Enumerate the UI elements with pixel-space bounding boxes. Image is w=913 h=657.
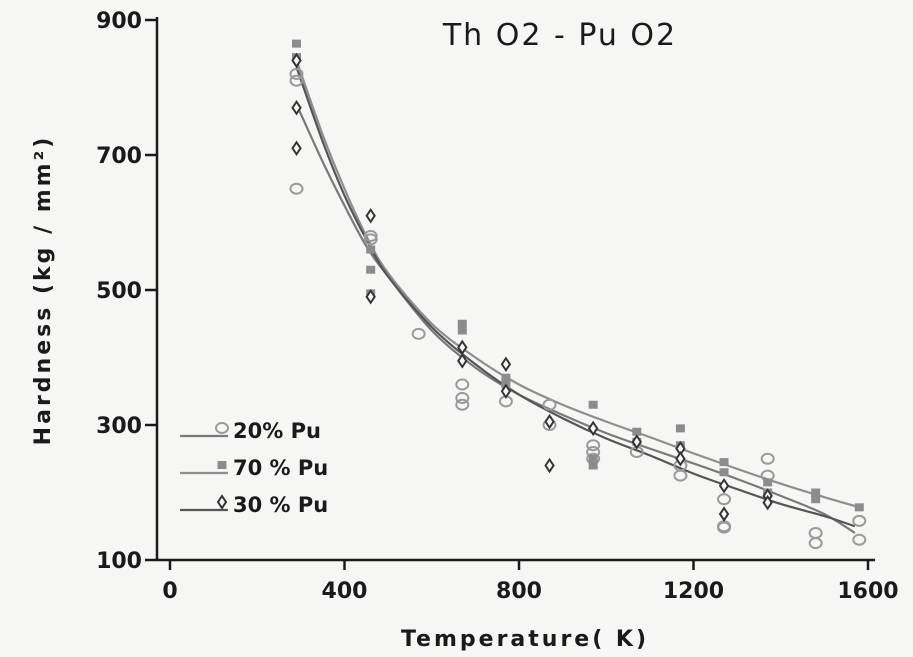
y-tick-label: 700 bbox=[96, 144, 142, 169]
data-point-series-1 bbox=[455, 392, 470, 404]
y-axis-title: Hardness (kg / mm²) bbox=[31, 135, 56, 446]
data-point-series-3 bbox=[587, 420, 599, 437]
data-point-series-3 bbox=[762, 494, 773, 511]
data-point-series-1 bbox=[455, 398, 470, 411]
y-ticks: 100 300 500 700 900 bbox=[96, 9, 157, 574]
data-point-series-3 bbox=[291, 140, 302, 157]
fit-curve-series-2 bbox=[295, 60, 856, 508]
data-markers bbox=[289, 39, 867, 550]
data-point-series-3 bbox=[718, 477, 730, 494]
data-point-series-3 bbox=[500, 356, 512, 373]
legend: 20% Pu 70 % Pu 30 % Pu bbox=[180, 419, 328, 517]
data-point-series-1 bbox=[852, 514, 867, 527]
data-point-series-1 bbox=[808, 537, 823, 550]
data-point-series-1 bbox=[760, 452, 775, 465]
data-point-series-1 bbox=[717, 493, 732, 506]
legend-marker bbox=[216, 494, 228, 510]
data-point-series-3 bbox=[291, 52, 302, 69]
data-point-series-2 bbox=[366, 245, 376, 254]
data-point-series-2 bbox=[457, 326, 467, 335]
fit-curves bbox=[295, 60, 856, 534]
data-point-series-1 bbox=[289, 74, 304, 87]
data-point-series-2 bbox=[854, 503, 864, 512]
data-point-series-2 bbox=[811, 488, 821, 497]
data-point-series-3 bbox=[631, 434, 642, 450]
y-tick-label: 500 bbox=[96, 279, 142, 304]
data-point-series-1 bbox=[289, 68, 304, 80]
data-point-series-2 bbox=[719, 458, 729, 467]
x-ticks: 0 400 800 1200 1600 bbox=[162, 560, 899, 604]
x-axis-title: Temperature( K) bbox=[401, 627, 649, 652]
data-point-series-1 bbox=[455, 378, 470, 391]
legend-label: 70 % Pu bbox=[233, 456, 328, 480]
data-point-series-1 bbox=[717, 521, 732, 534]
data-point-series-3 bbox=[365, 207, 376, 224]
x-tick-label: 0 bbox=[162, 579, 177, 604]
data-point-series-1 bbox=[411, 327, 426, 340]
y-tick-label: 100 bbox=[96, 549, 142, 574]
data-point-series-1 bbox=[808, 527, 823, 539]
data-point-series-2 bbox=[719, 468, 729, 477]
data-point-series-2 bbox=[588, 461, 598, 470]
data-point-series-2 bbox=[763, 478, 773, 487]
data-point-series-3 bbox=[718, 506, 730, 522]
data-point-series-1 bbox=[542, 398, 557, 411]
legend-marker bbox=[215, 422, 229, 434]
data-point-series-3 bbox=[544, 413, 555, 430]
axes bbox=[155, 17, 875, 562]
data-point-series-2 bbox=[501, 373, 511, 382]
data-point-series-1 bbox=[363, 233, 378, 246]
data-point-series-3 bbox=[675, 450, 686, 467]
y-tick-label: 900 bbox=[96, 9, 142, 34]
data-point-series-2 bbox=[588, 454, 598, 463]
data-point-series-3 bbox=[291, 99, 302, 116]
data-point-series-3 bbox=[457, 353, 468, 369]
x-tick-label: 1600 bbox=[837, 579, 898, 604]
legend-marker bbox=[217, 461, 227, 469]
fit-curve-series-1 bbox=[295, 103, 856, 534]
x-tick-label: 1200 bbox=[663, 579, 724, 604]
data-point-series-2 bbox=[811, 495, 821, 504]
legend-label: 20% Pu bbox=[233, 419, 321, 443]
data-point-series-1 bbox=[363, 230, 378, 242]
data-point-series-2 bbox=[588, 400, 598, 409]
data-point-series-2 bbox=[457, 319, 467, 328]
data-point-series-3 bbox=[544, 457, 555, 474]
data-point-series-3 bbox=[500, 383, 512, 400]
x-tick-label: 800 bbox=[496, 579, 542, 604]
data-point-series-3 bbox=[365, 288, 376, 305]
data-point-series-1 bbox=[586, 439, 601, 452]
legend-label: 30 % Pu bbox=[233, 493, 328, 517]
data-point-series-2 bbox=[292, 39, 302, 48]
chart-title: Th O2 - Pu O2 bbox=[442, 18, 677, 53]
y-tick-label: 300 bbox=[96, 414, 142, 439]
data-point-series-1 bbox=[673, 469, 688, 482]
data-point-series-2 bbox=[366, 265, 376, 274]
fit-curve-series-3 bbox=[295, 66, 856, 528]
data-point-series-2 bbox=[632, 427, 642, 436]
data-point-series-1 bbox=[852, 533, 867, 546]
data-point-series-2 bbox=[675, 424, 685, 433]
data-point-series-1 bbox=[289, 182, 304, 195]
x-tick-label: 400 bbox=[322, 579, 368, 604]
